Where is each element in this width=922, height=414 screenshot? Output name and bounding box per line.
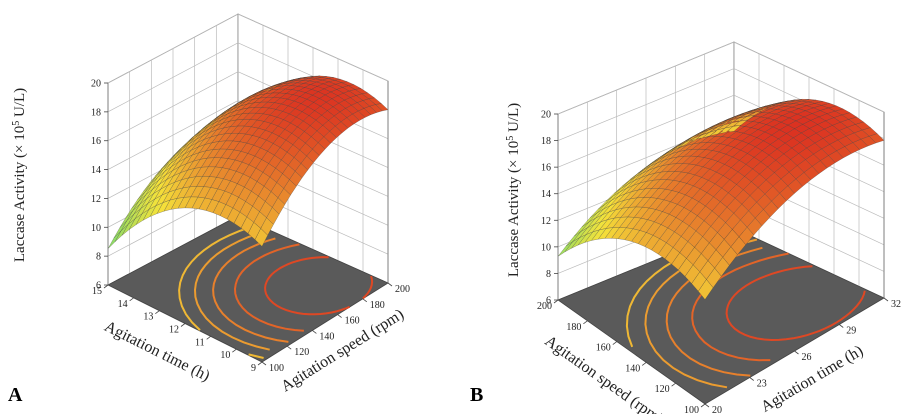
- z-axis-label-suffix: U/L): [506, 103, 522, 136]
- z-axis: 6 8 10 12 14 16 18 20: [91, 79, 108, 292]
- z-axis-label: Laccase Activity (× 105 U/L): [505, 103, 523, 277]
- surface-cell: [107, 230, 122, 249]
- y-tick: [671, 382, 676, 387]
- x-tick-label: 160: [345, 316, 360, 327]
- x-tick-label: 200: [395, 284, 410, 295]
- z-tick-label: 16: [541, 163, 551, 174]
- y-tick-label: 9: [251, 363, 256, 374]
- surface-mesh: [557, 99, 885, 300]
- y-tick: [700, 403, 706, 408]
- x-tick: [337, 314, 342, 318]
- x-tick-label: 180: [370, 300, 385, 311]
- x-axis: 20 23 26 29 32: [704, 297, 901, 414]
- surface-mesh: [107, 75, 389, 249]
- panel-label-a: A: [8, 384, 23, 406]
- y-tick: [612, 341, 618, 345]
- z-axis: 6 8 10 12 14 16 18 20: [541, 110, 558, 307]
- y-tick: [553, 299, 559, 304]
- x-tick-label: 20: [712, 405, 722, 414]
- contour-line: [264, 256, 374, 316]
- y-tick-label: 200: [537, 301, 552, 312]
- x-tick-label: 26: [802, 352, 812, 363]
- z-tick-label: 18: [541, 136, 551, 147]
- floor: [557, 227, 885, 405]
- x-tick-label: 140: [319, 331, 334, 342]
- x-tick: [312, 330, 317, 334]
- z-axis-label-suffix: U/L): [12, 88, 28, 121]
- y-axis: 9 10 11 12 13 14 15: [92, 284, 263, 374]
- x-tick: [261, 361, 267, 366]
- x-tick-label: 100: [269, 363, 284, 374]
- x-tick: [704, 403, 710, 408]
- y-tick: [103, 284, 109, 289]
- x-tick-label: 29: [846, 326, 856, 337]
- y-tick: [155, 310, 160, 314]
- z-tick-label: 8: [546, 269, 551, 280]
- z-axis-label: Laccase Activity (× 105 U/L): [11, 88, 29, 262]
- z-tick-label: 20: [541, 110, 551, 121]
- contour-line: [725, 265, 866, 342]
- x-axis: 100 120 140 160 180 200: [261, 282, 410, 374]
- y-tick-label: 12: [169, 325, 179, 336]
- y-tick-label: 14: [118, 299, 128, 310]
- surface-plot-b: 6 8 10 12 14 16 18 20 Laccase Activity (× 105 U/…: [505, 41, 901, 414]
- y-tick: [257, 361, 263, 366]
- y-tick: [232, 348, 237, 353]
- x-tick: [749, 377, 754, 381]
- x-tick-label: 23: [757, 379, 767, 390]
- z-tick-label: 16: [91, 136, 101, 147]
- z-tick-label: 14: [91, 165, 101, 176]
- y-tick: [129, 297, 134, 302]
- x-tick: [794, 350, 799, 355]
- z-tick-label: 12: [91, 194, 101, 205]
- z-tick-label: 10: [91, 223, 101, 234]
- y-tick-label: 13: [143, 312, 153, 323]
- contour-line: [691, 252, 789, 362]
- y-tick-label: 180: [566, 322, 581, 333]
- x-tick-label: 120: [294, 347, 309, 358]
- z-tick-label: 20: [91, 79, 101, 90]
- y-tick-label: 11: [195, 337, 205, 348]
- x-tick: [286, 345, 292, 350]
- y-tick-label: 15: [92, 286, 102, 297]
- y-tick-label: 160: [596, 343, 611, 354]
- x-tick: [839, 324, 844, 328]
- z-tick-label: 8: [96, 252, 101, 263]
- x-tick: [883, 297, 889, 302]
- z-axis-label-prefix: Laccase Activity (× 10: [506, 141, 522, 277]
- z-tick-label: 6: [96, 281, 101, 292]
- y-tick: [180, 323, 186, 327]
- z-axis-label-exponent: 5: [505, 136, 516, 141]
- contour-line: [178, 226, 264, 359]
- y-axis: 100 120 140 160 180 200: [537, 299, 706, 414]
- y-tick: [641, 362, 647, 366]
- contour-line: [193, 229, 270, 351]
- y-tick-label: 10: [220, 350, 230, 361]
- z-tick-label: 12: [541, 216, 551, 227]
- z-tick-label: 18: [91, 107, 101, 118]
- z-tick-label: 10: [541, 242, 551, 253]
- panel-label-b: B: [470, 384, 484, 406]
- z-axis-label-exponent: 5: [11, 121, 22, 126]
- x-tick-label: 32: [891, 299, 901, 310]
- x-tick: [387, 282, 393, 287]
- contour-line: [212, 237, 289, 343]
- x-tick: [362, 298, 368, 303]
- z-axis-label-prefix: Laccase Activity (× 10: [12, 126, 28, 262]
- contour-line: [233, 243, 304, 332]
- y-tick-label: 100: [684, 405, 699, 414]
- surface-plot-a: 6 8 10 12 14 16 18 20 Laccase Activity (× 105 U/…: [11, 13, 410, 395]
- y-tick: [583, 320, 588, 325]
- z-tick-label: 6: [546, 296, 551, 307]
- y-tick-label: 120: [655, 384, 670, 395]
- z-tick-label: 14: [541, 189, 551, 200]
- y-tick: [206, 336, 211, 340]
- surface-cell: [557, 241, 573, 257]
- y-tick-label: 140: [625, 363, 640, 374]
